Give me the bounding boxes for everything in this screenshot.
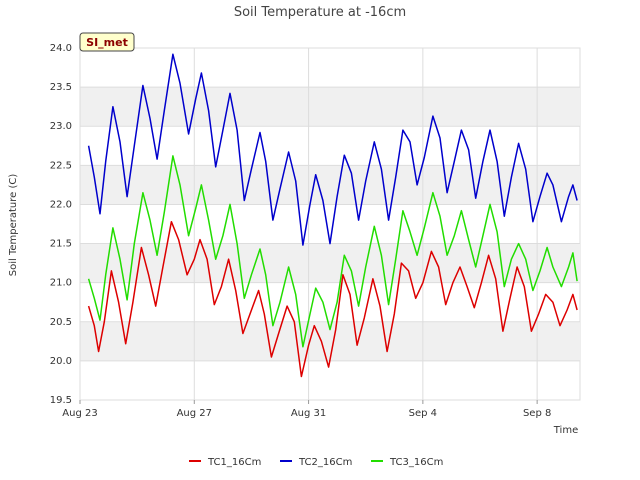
series-line-tc3-16cm [87, 155, 578, 348]
y-tick-label: 19.5 [50, 395, 72, 406]
series-line-tc1-16cm [87, 220, 578, 378]
series-line-tc2-16cm [87, 53, 578, 246]
y-tick-label: 20.5 [50, 317, 72, 328]
plot-band [80, 87, 580, 127]
y-tick-label: 22.5 [50, 160, 72, 171]
x-axis-label: Time [553, 425, 578, 436]
x-tick-label: Aug 23 [62, 408, 97, 419]
y-tick-label: 21.0 [50, 278, 72, 289]
y-axis-label: Soil Temperature (C) [8, 174, 19, 277]
series-lines [87, 53, 578, 378]
legend-label: TC2_16Cm [298, 457, 352, 468]
x-tick-label: Aug 31 [291, 408, 326, 419]
y-axis-ticks: 19.5 20.0 20.5 21.0 21.5 22.0 22.5 23.0 23.5 24.0 [50, 43, 72, 406]
y-tick-label: 21.5 [50, 239, 72, 250]
y-tick-label: 22.0 [50, 199, 72, 210]
chart-title: Soil Temperature at -16cm [234, 5, 406, 20]
plot-band [80, 165, 580, 205]
site-badge [79, 32, 135, 52]
x-tick-label: Sep 8 [523, 408, 551, 419]
plot-background [79, 47, 581, 401]
site-badge-label: SI_met [86, 36, 128, 49]
y-tick-label: 23.5 [50, 82, 72, 93]
legend-label: TC1_16Cm [207, 457, 261, 468]
y-tick-label: 23.0 [50, 121, 72, 132]
legend: TC1_16Cm TC2_16Cm TC3_16Cm [189, 457, 443, 468]
x-axis-ticks: Aug 23 Aug 27 Aug 31 Sep 4 Sep 8 [62, 400, 551, 419]
y-tick-label: 24.0 [50, 43, 72, 54]
plot-band [80, 243, 580, 283]
y-tick-label: 20.0 [50, 356, 72, 367]
x-tick-label: Sep 4 [409, 408, 437, 419]
legend-label: TC3_16Cm [389, 457, 443, 468]
x-tick-label: Aug 27 [177, 408, 212, 419]
